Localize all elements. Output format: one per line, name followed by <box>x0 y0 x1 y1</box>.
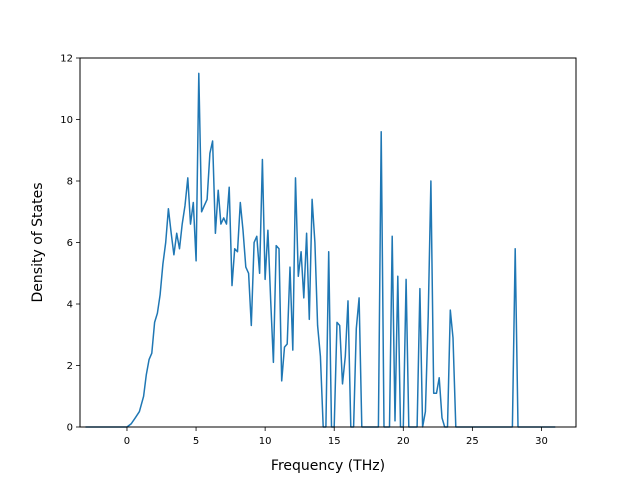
x-tick-label: 15 <box>328 436 341 447</box>
y-tick-label: 4 <box>67 300 73 311</box>
dos-series-line <box>85 72 556 428</box>
y-tick-label: 12 <box>60 54 73 65</box>
y-tick-label: 10 <box>60 115 73 126</box>
x-tick-label: 20 <box>397 436 410 447</box>
x-tick-label: 25 <box>466 436 479 447</box>
y-tick-label: 2 <box>67 361 73 372</box>
x-tick-label: 10 <box>259 436 272 447</box>
x-tick-label: 30 <box>535 436 548 447</box>
plot-area <box>85 72 556 428</box>
y-axis-ticks: 0 2 4 6 8 10 12 <box>60 54 80 434</box>
x-axis-ticks: 0 5 10 15 20 25 30 <box>124 427 548 447</box>
axes-frame <box>79 57 577 428</box>
y-axis-label: Density of States <box>30 183 46 303</box>
y-tick-label: 6 <box>67 238 73 249</box>
y-tick-label: 0 <box>67 423 73 434</box>
x-tick-label: 5 <box>193 436 199 447</box>
y-tick-label: 8 <box>67 177 73 188</box>
x-axis-label: Frequency (THz) <box>271 458 385 474</box>
x-tick-label: 0 <box>124 436 130 447</box>
